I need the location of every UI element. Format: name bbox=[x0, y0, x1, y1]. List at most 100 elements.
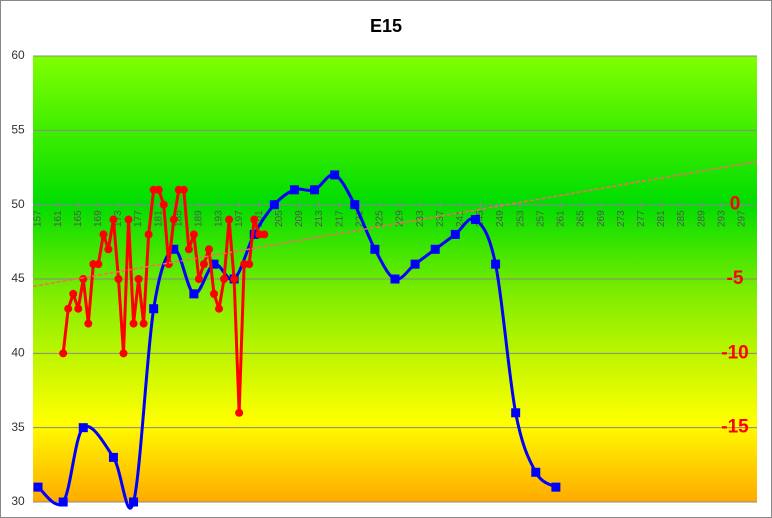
point bbox=[210, 289, 218, 298]
point bbox=[94, 260, 103, 269]
x-tick-label: 205 bbox=[274, 210, 285, 227]
point bbox=[491, 259, 501, 269]
x-tick-label: 161 bbox=[53, 210, 64, 227]
x-tick-label: 233 bbox=[415, 210, 426, 227]
point bbox=[470, 215, 480, 225]
y-tick-label: 40 bbox=[11, 346, 25, 360]
x-tick-label: 289 bbox=[696, 210, 707, 227]
point bbox=[84, 319, 93, 328]
point bbox=[154, 185, 163, 194]
x-tick-label: 245 bbox=[475, 210, 486, 227]
x-tick-label: 225 bbox=[375, 210, 386, 227]
y-tick-label: 50 bbox=[11, 197, 25, 211]
x-tick-label: 157 bbox=[33, 210, 44, 227]
point bbox=[194, 275, 203, 283]
chart-title: E15 bbox=[370, 16, 402, 36]
point bbox=[134, 275, 143, 283]
point bbox=[124, 215, 133, 224]
x-tick-label: 189 bbox=[194, 210, 205, 227]
x-tick-label: 229 bbox=[395, 210, 406, 227]
point bbox=[430, 244, 440, 254]
x-tick-label: 277 bbox=[636, 210, 647, 227]
x-tick-label: 181 bbox=[153, 210, 164, 227]
y-tick-label: 45 bbox=[11, 271, 25, 285]
point bbox=[225, 215, 234, 224]
point bbox=[64, 304, 73, 313]
point bbox=[209, 259, 219, 269]
point bbox=[159, 200, 168, 209]
point bbox=[410, 259, 420, 269]
point bbox=[184, 245, 193, 254]
point bbox=[215, 304, 224, 313]
point bbox=[108, 452, 118, 462]
point bbox=[139, 319, 148, 328]
y2-tick-label: -10 bbox=[721, 342, 748, 363]
y-tick-label: 60 bbox=[11, 48, 25, 62]
y2-tick-label: -15 bbox=[721, 417, 749, 438]
x-tick-label: 185 bbox=[173, 210, 184, 227]
point bbox=[289, 185, 299, 195]
x-tick-label: 169 bbox=[93, 210, 104, 227]
x-tick-label: 269 bbox=[596, 210, 607, 227]
x-tick-label: 173 bbox=[113, 210, 124, 227]
point bbox=[59, 349, 68, 358]
point bbox=[144, 230, 153, 239]
point bbox=[204, 245, 213, 254]
point bbox=[189, 289, 199, 299]
x-tick-label: 249 bbox=[495, 210, 506, 227]
point bbox=[74, 304, 83, 313]
point bbox=[330, 170, 340, 180]
point bbox=[169, 215, 178, 224]
trendline bbox=[32, 160, 758, 288]
point bbox=[169, 244, 179, 254]
x-tick-label: 297 bbox=[737, 210, 748, 227]
point bbox=[531, 467, 541, 477]
point bbox=[189, 230, 198, 239]
x-tick-label: 197 bbox=[234, 210, 245, 227]
point bbox=[69, 289, 78, 298]
x-tick-label: 241 bbox=[455, 210, 466, 227]
point bbox=[511, 408, 521, 418]
x-tick-label: 281 bbox=[656, 210, 667, 227]
x-tick-label: 237 bbox=[435, 210, 446, 227]
x-tick-label: 293 bbox=[716, 210, 727, 227]
point bbox=[235, 408, 244, 417]
point bbox=[450, 229, 460, 239]
x-tick-label: 209 bbox=[294, 210, 305, 227]
point bbox=[199, 260, 208, 269]
point bbox=[109, 215, 118, 224]
point bbox=[260, 230, 269, 239]
point bbox=[104, 245, 113, 254]
x-tick-label: 253 bbox=[515, 210, 526, 227]
point bbox=[249, 229, 259, 239]
point bbox=[370, 244, 380, 254]
point bbox=[310, 185, 320, 195]
point bbox=[390, 274, 400, 284]
x-tick-label: 177 bbox=[133, 210, 144, 227]
x-tick-label: 285 bbox=[676, 210, 687, 227]
y2-tick-label: 0 bbox=[730, 194, 741, 215]
point bbox=[129, 497, 139, 507]
point bbox=[119, 349, 128, 358]
point bbox=[220, 275, 229, 283]
y-tick-label: 35 bbox=[11, 420, 25, 434]
point bbox=[149, 304, 159, 314]
x-tick-label: 165 bbox=[73, 210, 84, 227]
point bbox=[269, 200, 279, 210]
y-tick-label: 55 bbox=[11, 123, 25, 137]
point bbox=[99, 230, 108, 239]
x-tick-label: 193 bbox=[214, 210, 225, 227]
point bbox=[245, 260, 254, 269]
point bbox=[179, 185, 188, 194]
point bbox=[230, 275, 239, 283]
x-tick-label: 261 bbox=[556, 210, 567, 227]
x-tick-label: 257 bbox=[535, 210, 546, 227]
point bbox=[551, 482, 561, 492]
x-tick-label: 273 bbox=[616, 210, 627, 227]
point bbox=[114, 275, 123, 283]
point bbox=[350, 200, 360, 210]
point bbox=[58, 497, 68, 507]
x-tick-label: 201 bbox=[254, 210, 265, 227]
y-tick-label: 30 bbox=[11, 494, 25, 508]
